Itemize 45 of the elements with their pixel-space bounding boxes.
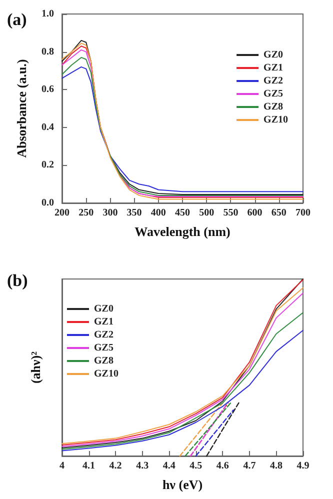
- x-tick-label: 4.4: [162, 460, 176, 472]
- y-tick-label: 0.0: [42, 198, 54, 208]
- x-tick-label: 600: [247, 208, 262, 218]
- x-tick-label: 400: [150, 208, 166, 218]
- legend-label: GZ0: [264, 50, 284, 60]
- x-tick-label: 350: [126, 208, 142, 218]
- x-tick-label: 4.1: [82, 460, 96, 472]
- x-tick-label: 500: [199, 208, 214, 218]
- legend-label: GZ0: [94, 304, 114, 314]
- x-tick-label: 550: [223, 208, 238, 218]
- legend-label: GZ1: [264, 62, 284, 74]
- x-tick-label: 650: [271, 208, 286, 218]
- x-tick-label: 200: [54, 208, 70, 218]
- x-axis-title: Wavelength (nm): [134, 224, 230, 239]
- x-tick-label: 4.9: [296, 460, 310, 472]
- legend-label: GZ10: [264, 114, 288, 126]
- x-tick-label: 4.5: [190, 460, 202, 472]
- legend-label: GZ5: [94, 342, 114, 354]
- legend-label: GZ2: [264, 76, 284, 86]
- y-axis-title: (ahν)²: [28, 351, 43, 384]
- x-tick-label: 4.6: [216, 460, 229, 472]
- x-tick-label: 4.7: [243, 460, 256, 472]
- x-tick-label: 4.2: [109, 460, 122, 472]
- x-tick-label: 450: [175, 208, 190, 218]
- chart-title: (a): [7, 10, 27, 29]
- chart-title: (b): [7, 271, 28, 290]
- x-tick-label: 300: [102, 208, 118, 218]
- x-tick-label: 4.8: [270, 460, 282, 472]
- y-tick-label: 1.0: [42, 8, 54, 20]
- y-tick-label: 0.6: [42, 84, 54, 96]
- y-tick-label: 0.4: [42, 122, 54, 133]
- legend-label: GZ2: [94, 330, 114, 340]
- legend-label: GZ5: [264, 88, 284, 100]
- y-tick-label: 0.2: [42, 160, 54, 171]
- x-tick-label: 700: [296, 208, 310, 218]
- y-axis-title: Absorbance (a.u.): [14, 59, 29, 158]
- legend-label: GZ1: [94, 316, 114, 328]
- y-tick-label: 0.8: [42, 46, 54, 58]
- x-tick-label: 4: [60, 460, 64, 472]
- legend-label: GZ10: [94, 368, 118, 380]
- legend-label: GZ8: [94, 356, 114, 366]
- x-tick-label: 4.3: [136, 460, 149, 472]
- x-axis-title: hν (eV): [162, 477, 203, 492]
- legend-label: GZ8: [264, 102, 284, 112]
- x-tick-label: 250: [78, 208, 94, 218]
